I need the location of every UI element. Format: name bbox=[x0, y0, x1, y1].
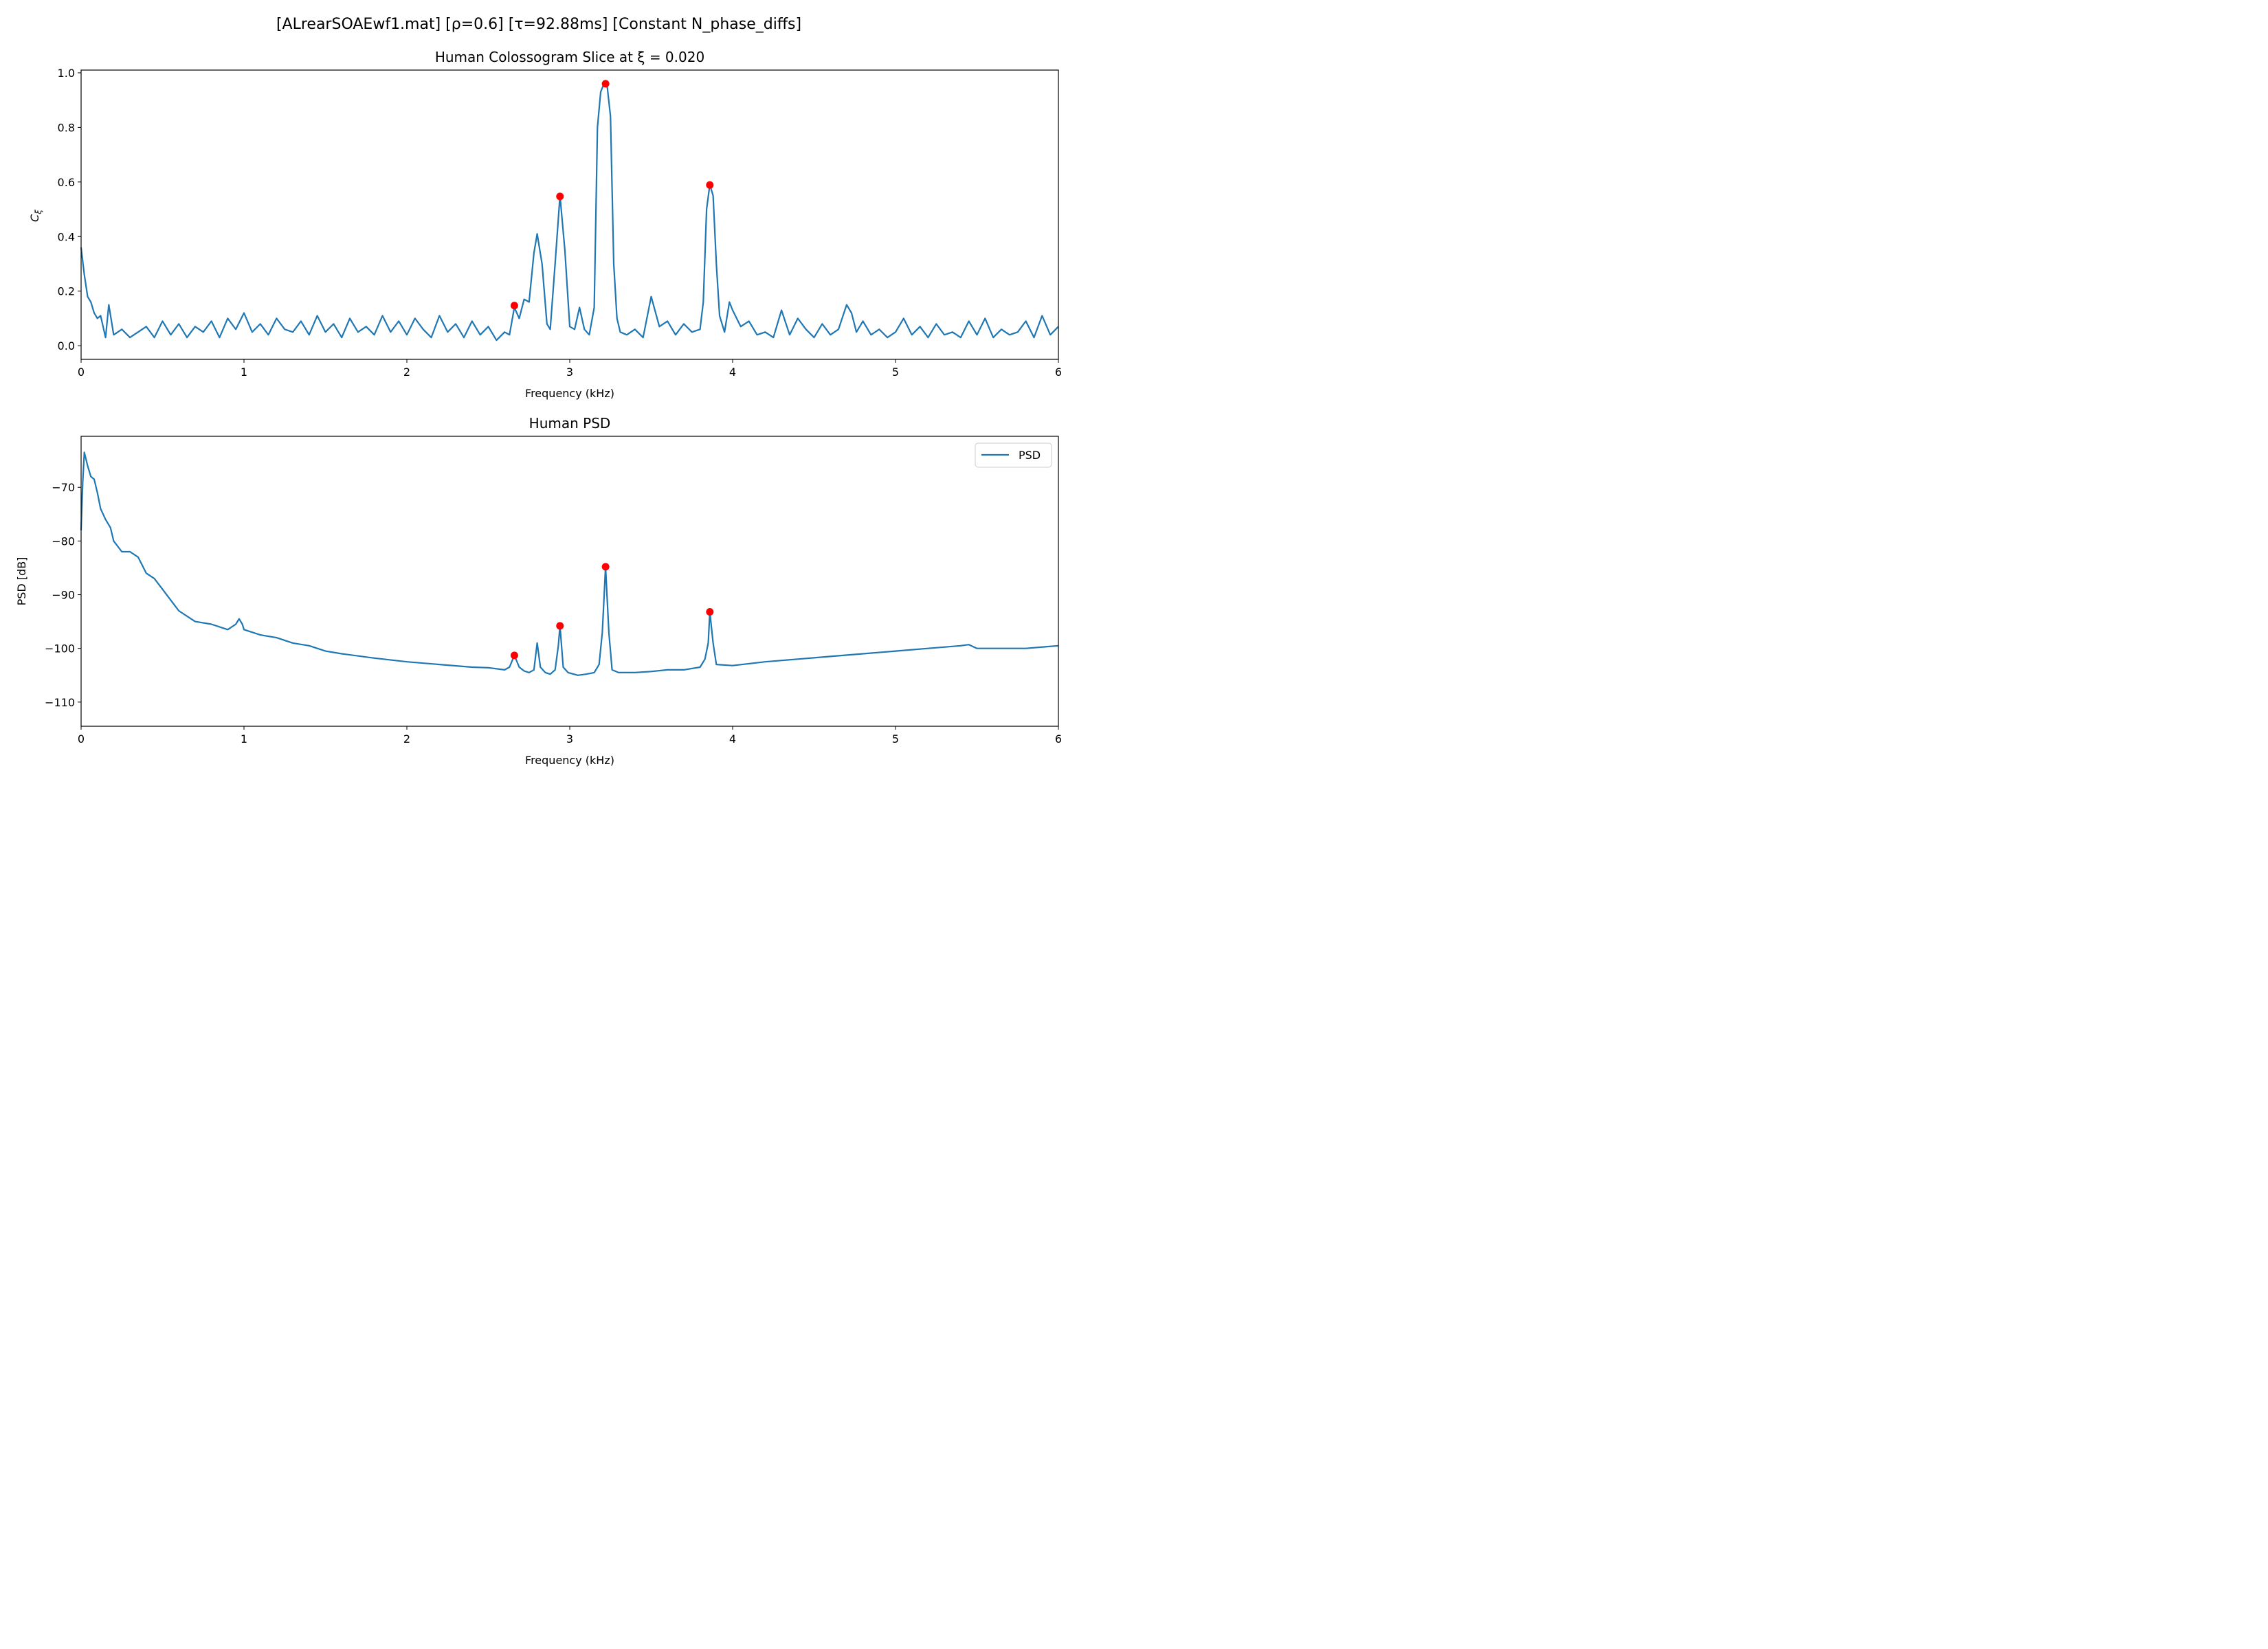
colossogram-ylabel: Cξ bbox=[28, 210, 43, 222]
psd-ytick-label: −80 bbox=[52, 535, 75, 548]
psd-peak-marker bbox=[556, 622, 564, 630]
psd-yticks: −70 −80 −90 −100 −110 bbox=[45, 481, 81, 709]
psd-peak-marker bbox=[510, 651, 518, 660]
psd-frame bbox=[80, 436, 1059, 727]
psd-xlabel: Frequency (kHz) bbox=[525, 754, 614, 767]
figure-canvas: [ALrearSOAEwf1.mat] [ρ=0.6] [τ=92.88ms] … bbox=[0, 0, 1072, 778]
colossogram-peak-marker bbox=[706, 181, 714, 189]
colossogram-ytick-label: 1.0 bbox=[58, 67, 75, 80]
psd-peak-marker bbox=[601, 563, 610, 571]
colossogram-xtick-label: 4 bbox=[729, 366, 736, 379]
psd-legend: PSD bbox=[975, 442, 1052, 468]
psd-xtick-label: 6 bbox=[1055, 732, 1062, 745]
psd-axes: Human PSD Frequency (kHz) PSD [dB] 0 1 2 3 4… bbox=[15, 415, 1062, 767]
psd-legend-box bbox=[975, 442, 1052, 468]
colossogram-frame bbox=[80, 69, 1059, 360]
psd-xtick-label: 3 bbox=[566, 732, 573, 745]
colossogram-series-line bbox=[80, 82, 1059, 341]
psd-ylabel-group: PSD [dB] bbox=[15, 557, 28, 606]
psd-ytick-label: −110 bbox=[45, 696, 75, 709]
colossogram-ylabel-group: Cξ bbox=[28, 210, 43, 222]
psd-ytick-label: −90 bbox=[52, 589, 75, 602]
psd-xtick-label: 0 bbox=[78, 732, 85, 745]
colossogram-xtick-label: 3 bbox=[566, 366, 573, 379]
psd-title: Human PSD bbox=[529, 415, 611, 431]
colossogram-xtick-label: 2 bbox=[403, 366, 410, 379]
colossogram-xtick-label: 1 bbox=[241, 366, 247, 379]
colossogram-xtick-label: 5 bbox=[892, 366, 899, 379]
psd-legend-label: PSD bbox=[1019, 449, 1041, 462]
psd-ytick-label: −70 bbox=[52, 481, 75, 494]
colossogram-xtick-label: 6 bbox=[1055, 366, 1062, 379]
colossogram-xlabel-group: Frequency (kHz) bbox=[525, 387, 614, 400]
psd-ytick-label: −100 bbox=[45, 642, 75, 655]
figure-suptitle: [ALrearSOAEwf1.mat] [ρ=0.6] [τ=92.88ms] … bbox=[276, 16, 801, 33]
psd-ylabel: PSD [dB] bbox=[15, 557, 28, 606]
colossogram-peak-marker bbox=[556, 192, 564, 201]
colossogram-xlabel: Frequency (kHz) bbox=[525, 387, 614, 400]
colossogram-peak-markers bbox=[510, 80, 714, 310]
colossogram-axes: Human Colossogram Slice at ξ = 0.020 Fre… bbox=[28, 49, 1062, 400]
psd-xtick-label: 4 bbox=[729, 732, 736, 745]
psd-xtick-label: 1 bbox=[241, 732, 247, 745]
psd-xtick-label: 2 bbox=[403, 732, 410, 745]
colossogram-title: Human Colossogram Slice at ξ = 0.020 bbox=[435, 49, 704, 65]
colossogram-xtick-label: 0 bbox=[78, 366, 85, 379]
colossogram-ylabel-main: C bbox=[28, 214, 41, 222]
colossogram-ytick-label: 0.8 bbox=[58, 121, 75, 134]
psd-xtick-label: 5 bbox=[892, 732, 899, 745]
psd-peak-marker bbox=[706, 608, 714, 616]
psd-peak-markers bbox=[510, 563, 714, 660]
psd-xticks: 0 1 2 3 4 5 6 bbox=[78, 726, 1062, 745]
colossogram-peak-marker bbox=[510, 302, 518, 310]
colossogram-ytick-label: 0.4 bbox=[58, 230, 75, 243]
colossogram-ytick-label: 0.2 bbox=[58, 285, 75, 298]
psd-series-line bbox=[80, 451, 1059, 676]
colossogram-ytick-label: 0.6 bbox=[58, 176, 75, 189]
colossogram-ytick-label: 0.0 bbox=[58, 339, 75, 352]
colossogram-peak-marker bbox=[601, 80, 610, 88]
colossogram-yticks: 0.0 0.2 0.4 0.6 0.8 1.0 bbox=[58, 67, 81, 352]
colossogram-xticks: 0 1 2 3 4 5 6 bbox=[78, 359, 1062, 379]
colossogram-ylabel-sub: ξ bbox=[34, 210, 43, 215]
